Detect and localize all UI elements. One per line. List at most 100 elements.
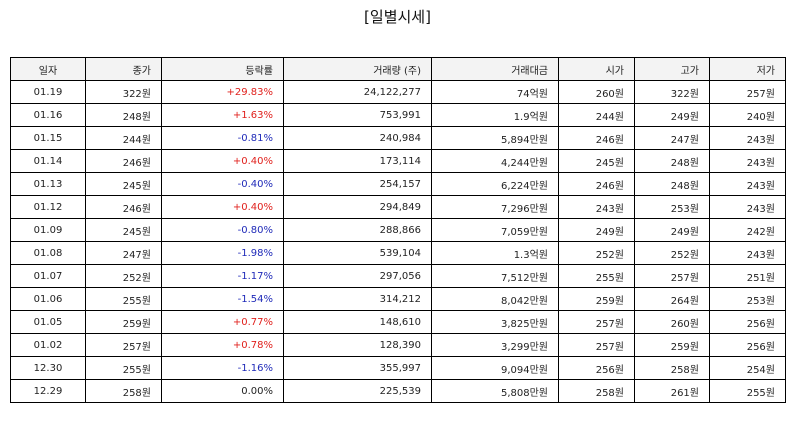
cell-close: 259원 — [85, 310, 162, 334]
cell-close: 245원 — [85, 218, 162, 242]
cell-open: 255원 — [558, 264, 635, 288]
cell-high: 260원 — [634, 310, 710, 334]
cell-change: -1.16% — [161, 356, 284, 380]
cell-amount: 4,244만원 — [431, 149, 559, 173]
cell-change: +29.83% — [161, 80, 284, 104]
column-header-high: 고가 — [634, 57, 710, 81]
cell-amount: 5,808만원 — [431, 379, 559, 403]
cell-volume: 288,866 — [283, 218, 432, 242]
cell-date: 01.13 — [10, 172, 86, 196]
cell-close: 248원 — [85, 103, 162, 127]
cell-amount: 8,042만원 — [431, 287, 559, 311]
cell-volume: 294,849 — [283, 195, 432, 219]
cell-low: 243원 — [709, 126, 786, 150]
cell-low: 240원 — [709, 103, 786, 127]
cell-amount: 7,059만원 — [431, 218, 559, 242]
cell-change: +0.77% — [161, 310, 284, 334]
cell-close: 252원 — [85, 264, 162, 288]
cell-high: 264원 — [634, 287, 710, 311]
cell-amount: 7,296만원 — [431, 195, 559, 219]
cell-amount: 7,512만원 — [431, 264, 559, 288]
cell-change: -1.17% — [161, 264, 284, 288]
cell-change: +0.78% — [161, 333, 284, 357]
cell-low: 257원 — [709, 80, 786, 104]
column-header-volume: 거래량 (주) — [283, 57, 432, 81]
table-row: 01.15 244원 -0.81% 240,984 5,894만원 246원 247원 243… — [10, 126, 786, 150]
table-row: 01.19 322원 +29.83% 24,122,277 74억원 260원 322원 25… — [10, 80, 786, 104]
cell-close: 244원 — [85, 126, 162, 150]
table-row: 01.06 255원 -1.54% 314,212 8,042만원 259원 264원 253… — [10, 287, 786, 311]
cell-close: 246원 — [85, 195, 162, 219]
cell-change: 0.00% — [161, 379, 284, 403]
cell-open: 243원 — [558, 195, 635, 219]
cell-low: 243원 — [709, 149, 786, 173]
cell-change: -0.80% — [161, 218, 284, 242]
cell-open: 258원 — [558, 379, 635, 403]
cell-open: 257원 — [558, 310, 635, 334]
cell-low: 256원 — [709, 310, 786, 334]
cell-amount: 6,224만원 — [431, 172, 559, 196]
table-row: 12.29 258원 0.00% 225,539 5,808만원 258원 261원 255원 — [10, 379, 786, 403]
cell-volume: 240,984 — [283, 126, 432, 150]
cell-date: 01.14 — [10, 149, 86, 173]
table-row: 01.02 257원 +0.78% 128,390 3,299만원 257원 259원 256… — [10, 333, 786, 357]
cell-open: 244원 — [558, 103, 635, 127]
cell-volume: 753,991 — [283, 103, 432, 127]
cell-amount: 1.9억원 — [431, 103, 559, 127]
cell-amount: 9,094만원 — [431, 356, 559, 380]
table-row: 12.30 255원 -1.16% 355,997 9,094만원 256원 258원 254… — [10, 356, 786, 380]
cell-date: 12.30 — [10, 356, 86, 380]
cell-open: 259원 — [558, 287, 635, 311]
cell-date: 01.07 — [10, 264, 86, 288]
cell-date: 01.12 — [10, 195, 86, 219]
cell-open: 260원 — [558, 80, 635, 104]
cell-low: 251원 — [709, 264, 786, 288]
cell-volume: 254,157 — [283, 172, 432, 196]
cell-close: 257원 — [85, 333, 162, 357]
table-header-row: 일자 종가 등락률 거래량 (주) 거래대금 시가 고가 저가 — [10, 57, 786, 81]
cell-high: 249원 — [634, 103, 710, 127]
cell-date: 01.08 — [10, 241, 86, 265]
table-row: 01.08 247원 -1.98% 539,104 1.3억원 252원 252원 243원 — [10, 241, 786, 265]
cell-change: +1.63% — [161, 103, 284, 127]
cell-amount: 74억원 — [431, 80, 559, 104]
cell-volume: 128,390 — [283, 333, 432, 357]
cell-low: 253원 — [709, 287, 786, 311]
cell-volume: 297,056 — [283, 264, 432, 288]
cell-close: 247원 — [85, 241, 162, 265]
cell-date: 12.29 — [10, 379, 86, 403]
table-row: 01.13 245원 -0.40% 254,157 6,224만원 246원 248원 243… — [10, 172, 786, 196]
cell-high: 248원 — [634, 149, 710, 173]
table-row: 01.07 252원 -1.17% 297,056 7,512만원 255원 257원 251… — [10, 264, 786, 288]
cell-date: 01.05 — [10, 310, 86, 334]
cell-date: 01.15 — [10, 126, 86, 150]
cell-close: 245원 — [85, 172, 162, 196]
cell-high: 258원 — [634, 356, 710, 380]
cell-open: 245원 — [558, 149, 635, 173]
cell-high: 247원 — [634, 126, 710, 150]
cell-close: 322원 — [85, 80, 162, 104]
cell-low: 242원 — [709, 218, 786, 242]
cell-amount: 1.3억원 — [431, 241, 559, 265]
cell-close: 246원 — [85, 149, 162, 173]
cell-open: 256원 — [558, 356, 635, 380]
cell-close: 258원 — [85, 379, 162, 403]
cell-low: 254원 — [709, 356, 786, 380]
cell-volume: 173,114 — [283, 149, 432, 173]
cell-close: 255원 — [85, 287, 162, 311]
cell-high: 322원 — [634, 80, 710, 104]
cell-change: -1.54% — [161, 287, 284, 311]
cell-close: 255원 — [85, 356, 162, 380]
table-row: 01.16 248원 +1.63% 753,991 1.9억원 244원 249원 240원 — [10, 103, 786, 127]
cell-high: 261원 — [634, 379, 710, 403]
cell-open: 257원 — [558, 333, 635, 357]
cell-open: 252원 — [558, 241, 635, 265]
cell-low: 256원 — [709, 333, 786, 357]
cell-volume: 24,122,277 — [283, 80, 432, 104]
cell-change: -1.98% — [161, 241, 284, 265]
cell-low: 243원 — [709, 195, 786, 219]
cell-date: 01.02 — [10, 333, 86, 357]
cell-high: 248원 — [634, 172, 710, 196]
cell-volume: 355,997 — [283, 356, 432, 380]
cell-date: 01.16 — [10, 103, 86, 127]
